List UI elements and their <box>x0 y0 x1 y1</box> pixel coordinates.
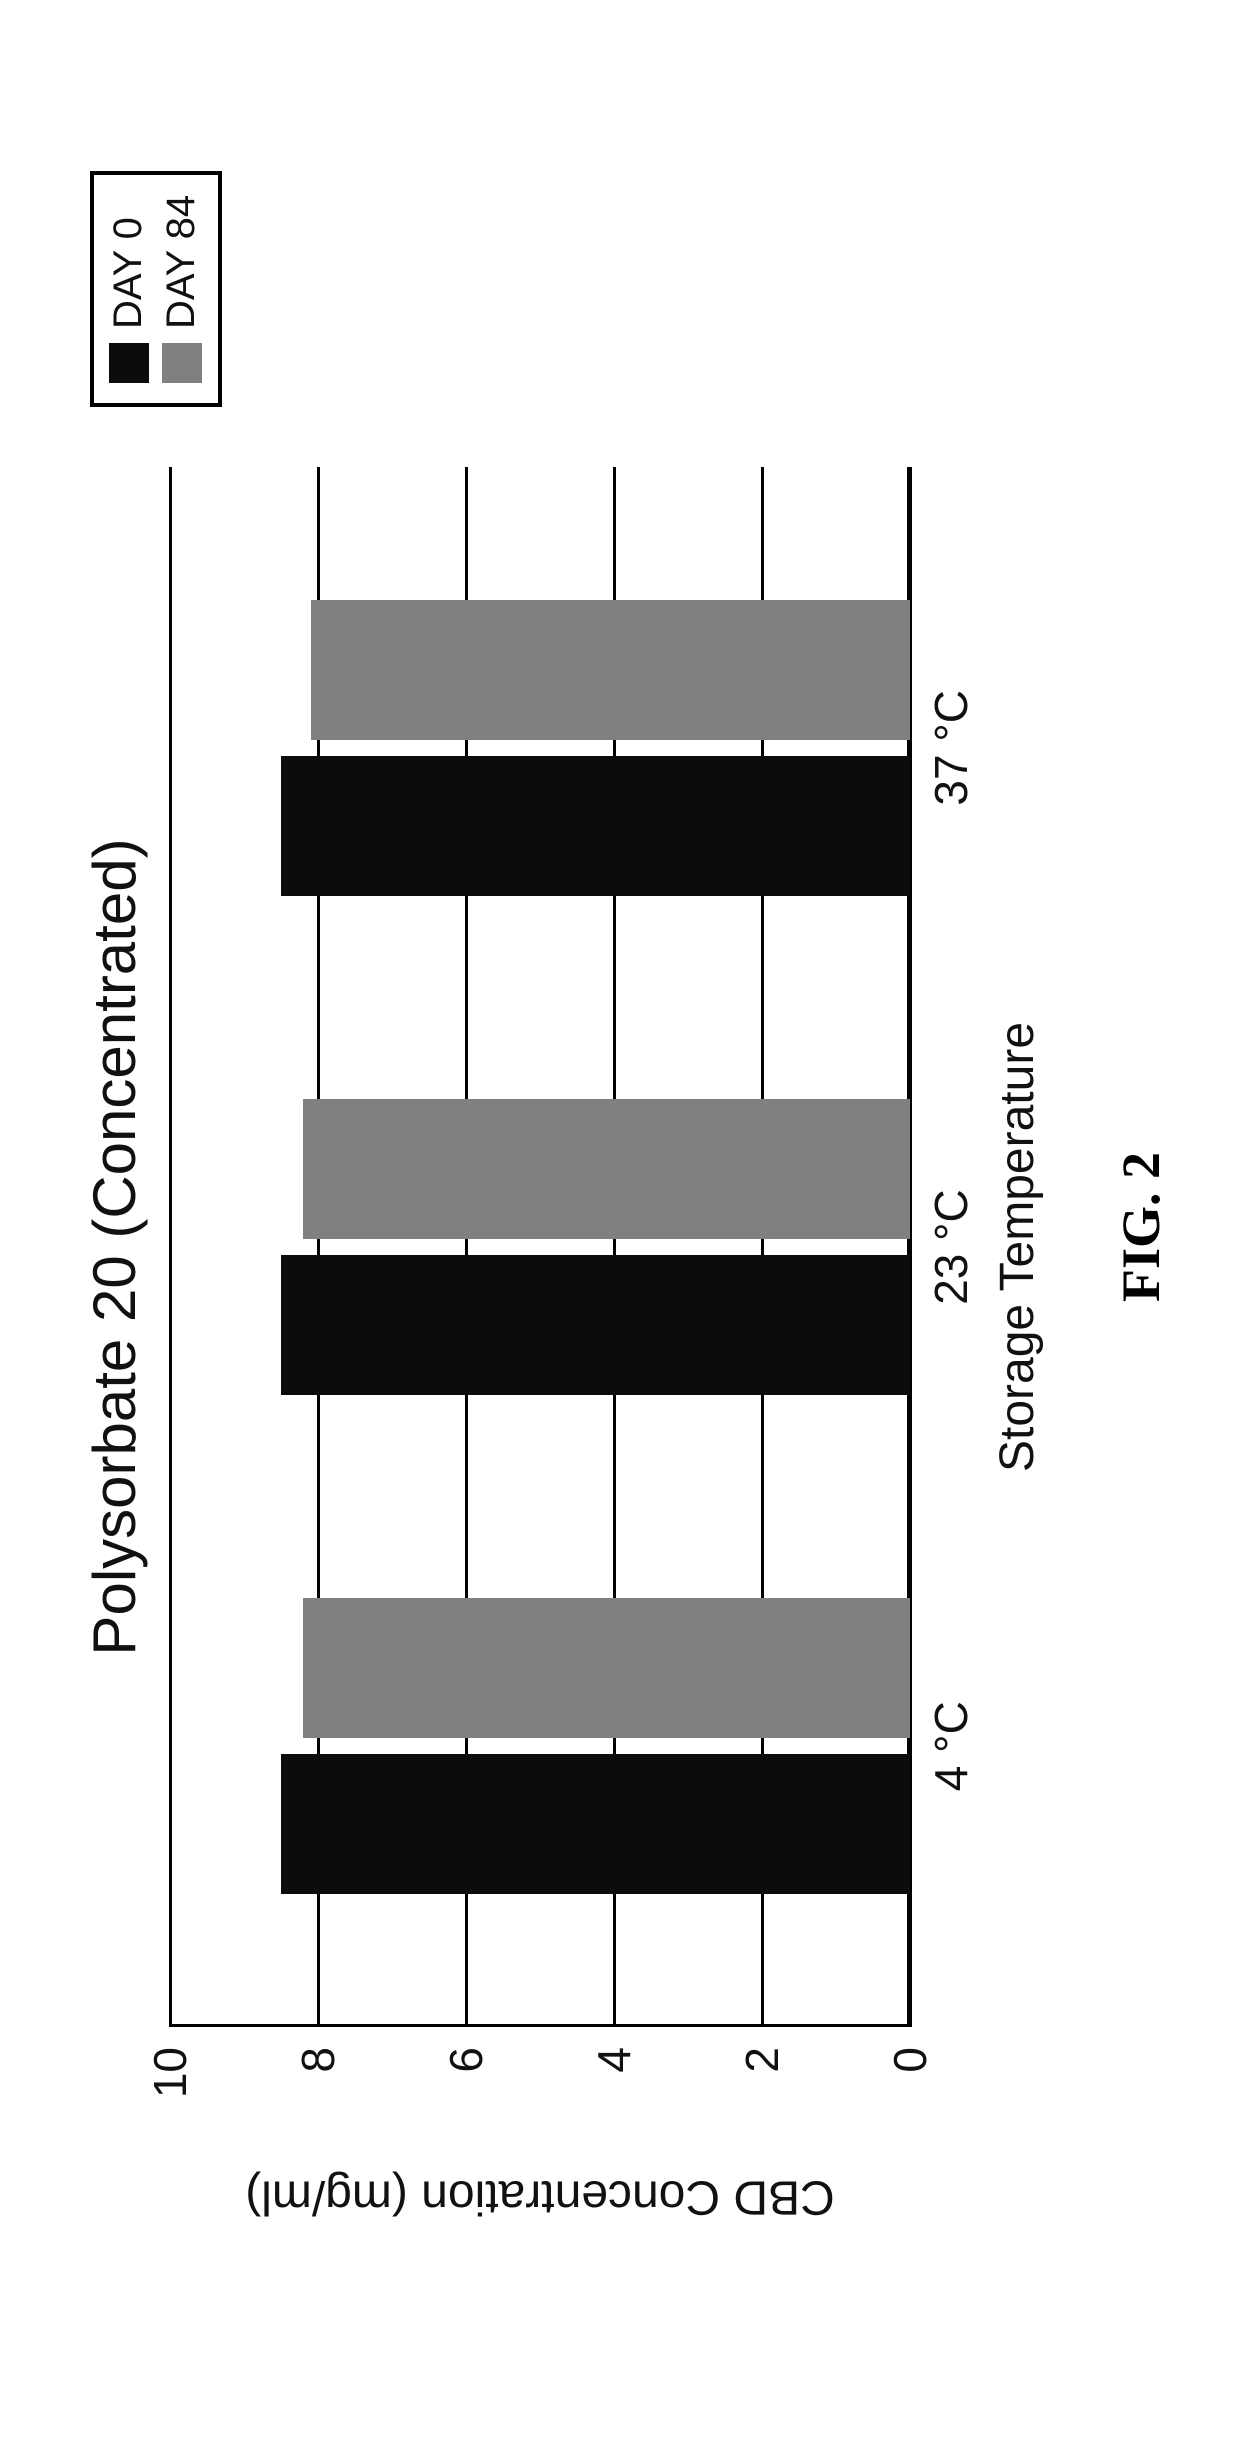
plot-area <box>170 467 910 2027</box>
gridline <box>169 467 172 2027</box>
y-tick-label: 4 <box>587 2047 641 2107</box>
bar <box>281 1754 910 1894</box>
x-axis-title: Storage Temperature <box>990 1021 1045 1471</box>
y-tick-label: 0 <box>883 2047 937 2107</box>
x-tick-label: 23 °C <box>924 1189 978 1305</box>
bar <box>311 599 910 739</box>
legend-swatch-icon <box>109 343 149 383</box>
y-axis-title: CBD Concentration (mg/ml) <box>245 2169 835 2224</box>
bar <box>281 755 910 895</box>
legend-item: DAY 0 <box>106 194 151 382</box>
legend: DAY 0DAY 84 <box>90 170 222 406</box>
y-tick-label: 6 <box>439 2047 493 2107</box>
bar <box>281 1254 910 1394</box>
legend-item: DAY 84 <box>159 194 204 382</box>
chart-title: Polysorbate 20 (Concentrated) <box>80 838 149 1655</box>
y-tick-label: 10 <box>143 2047 197 2107</box>
y-tick-label: 2 <box>735 2047 789 2107</box>
y-tick-label: 8 <box>291 2047 345 2107</box>
x-tick-label: 4 °C <box>924 1701 978 1791</box>
y-axis-line <box>170 2024 910 2027</box>
bar <box>303 1598 910 1738</box>
legend-label: DAY 0 <box>106 217 151 329</box>
figure-caption: FIG. 2 <box>1110 1151 1172 1301</box>
x-tick-label: 37 °C <box>924 690 978 806</box>
bar <box>303 1098 910 1238</box>
chart-stage: Polysorbate 20 (Concentrated) DAY 0DAY 8… <box>50 127 1190 2327</box>
legend-label: DAY 84 <box>159 194 204 328</box>
legend-swatch-icon <box>162 343 202 383</box>
